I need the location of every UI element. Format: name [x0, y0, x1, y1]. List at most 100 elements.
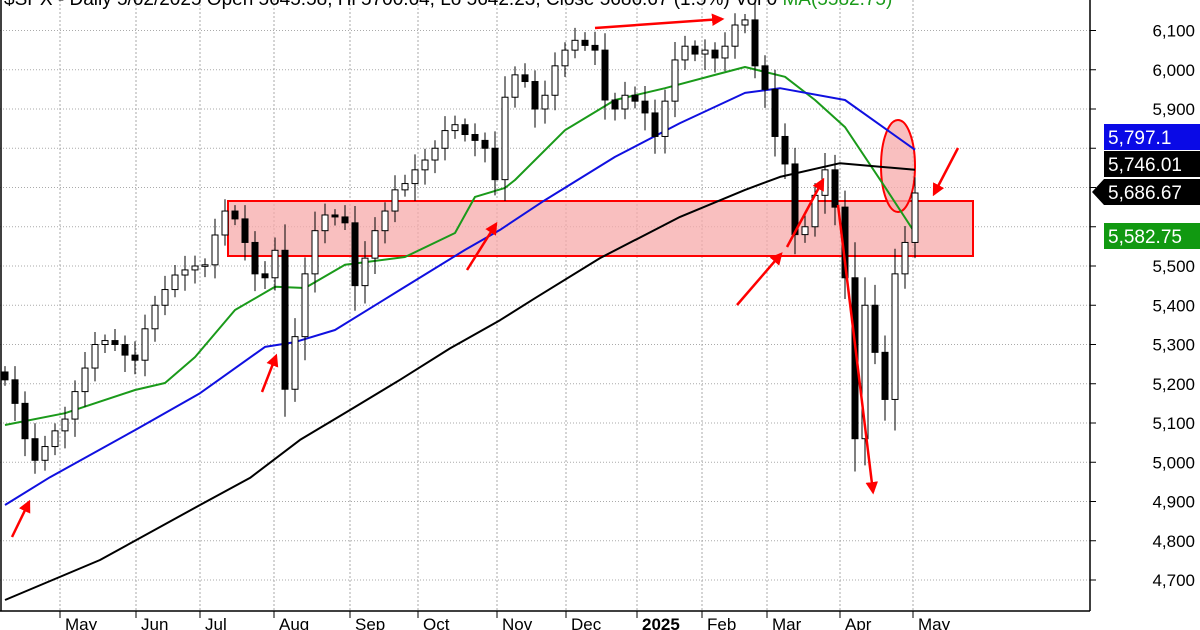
y-tick-label: 5,500: [1152, 257, 1195, 276]
candle-body: [271, 249, 279, 279]
last-price-badge: [1092, 179, 1200, 205]
candle-body: [581, 39, 589, 46]
candle-body: [31, 438, 39, 461]
price-badge-label: 5,582.75: [1108, 227, 1182, 248]
candle-body: [711, 49, 719, 59]
candle-body: [361, 257, 369, 287]
candle-body: [151, 304, 159, 330]
candle-body: [181, 269, 189, 276]
candle-body: [171, 274, 179, 291]
candle-body: [781, 135, 789, 165]
candle-body: [431, 147, 439, 161]
candle-body: [211, 234, 219, 266]
annotation-arrow: [736, 252, 783, 306]
candle-body: [721, 45, 729, 59]
candle-body: [871, 304, 879, 353]
candle-body: [501, 96, 509, 181]
header-text: $SPX - Daily 5/02/2025 Open 5645.58, Hi …: [4, 0, 777, 10]
x-tick-label: May: [918, 615, 951, 630]
resistance-zone-box: [227, 200, 974, 257]
x-tick-label: May: [65, 615, 98, 630]
y-tick-label: 5,300: [1152, 336, 1195, 355]
annotation-arrow: [785, 177, 825, 248]
candle-body: [371, 230, 379, 259]
candle-body: [511, 74, 519, 98]
x-tick-label: Aug: [279, 615, 309, 630]
candle-body: [561, 49, 569, 67]
candle-body: [331, 214, 339, 218]
annotation-arrow: [465, 221, 498, 271]
candle-body: [101, 340, 109, 346]
candle-body: [11, 379, 19, 404]
moving-average-line-0: [4, 66, 916, 426]
candle-body: [111, 340, 119, 346]
candle-body: [91, 344, 99, 369]
candle-body: [281, 249, 289, 390]
candle-body: [461, 124, 469, 136]
candle-body: [201, 264, 209, 267]
candle-body: [531, 81, 539, 110]
y-tick-label: 5,000: [1152, 453, 1195, 472]
candle-body: [221, 210, 229, 236]
candle-body: [161, 289, 169, 306]
grid: [0, 0, 1090, 611]
candle-body: [641, 100, 649, 114]
candle-body: [411, 169, 419, 185]
candle-body: [231, 210, 239, 220]
price-badge: [1104, 151, 1200, 177]
candle-body: [191, 265, 199, 271]
candle-body: [351, 222, 359, 287]
x-tick-label: Apr: [845, 615, 872, 630]
candle-body: [421, 159, 429, 171]
annotation-arrow: [10, 499, 31, 538]
candle-body: [591, 44, 599, 51]
price-badge-label: 5,746.01: [1108, 155, 1182, 176]
candle-body: [241, 218, 249, 243]
candle-body: [761, 65, 769, 90]
x-tick-label: Sep: [355, 615, 385, 630]
moving-averages: [4, 66, 916, 601]
candle-body: [1, 371, 9, 381]
candle-body: [611, 99, 619, 110]
candle-body: [491, 147, 499, 181]
candle-body: [291, 336, 299, 390]
y-tick-label: 4,700: [1152, 571, 1195, 590]
annotations-front: [10, 13, 960, 538]
candles: [1, 2, 919, 474]
candle-body: [471, 134, 479, 141]
price-badge-label: 5,797.1: [1108, 128, 1171, 149]
x-tick-label: Mar: [772, 615, 802, 630]
candle-body: [321, 214, 329, 232]
candle-body: [731, 24, 739, 47]
price-badge: [1104, 124, 1200, 150]
x-tick-label: Jul: [205, 615, 227, 630]
candle-body: [691, 45, 699, 55]
chart-header: $SPX - Daily 5/02/2025 Open 5645.58, Hi …: [4, 0, 892, 11]
candle-body: [311, 230, 319, 275]
candle-body: [621, 94, 629, 110]
candle-body: [21, 402, 29, 440]
candle-body: [891, 273, 899, 400]
candle-body: [341, 216, 349, 224]
candle-body: [521, 74, 529, 83]
y-tick-label: 4,900: [1152, 493, 1195, 512]
candle-body: [261, 273, 269, 279]
moving-average-line-2: [4, 162, 916, 601]
x-tick-label: 2025: [642, 615, 680, 630]
y-tick-label: 5,900: [1152, 100, 1195, 119]
candle-body: [851, 277, 859, 440]
candle-body: [451, 124, 459, 132]
candle-body: [771, 88, 779, 137]
x-tick-label: Nov: [502, 615, 533, 630]
crossover-ellipse: [880, 119, 916, 213]
x-tick-label: Feb: [707, 615, 736, 630]
y-tick-label: 5,200: [1152, 375, 1195, 394]
candle-body: [651, 112, 659, 137]
y-tick-label: 6,100: [1152, 22, 1195, 41]
annotation-arrow: [594, 13, 725, 30]
candle-body: [661, 100, 669, 137]
y-tick-label: 5,100: [1152, 414, 1195, 433]
annotation-arrow: [836, 204, 878, 495]
